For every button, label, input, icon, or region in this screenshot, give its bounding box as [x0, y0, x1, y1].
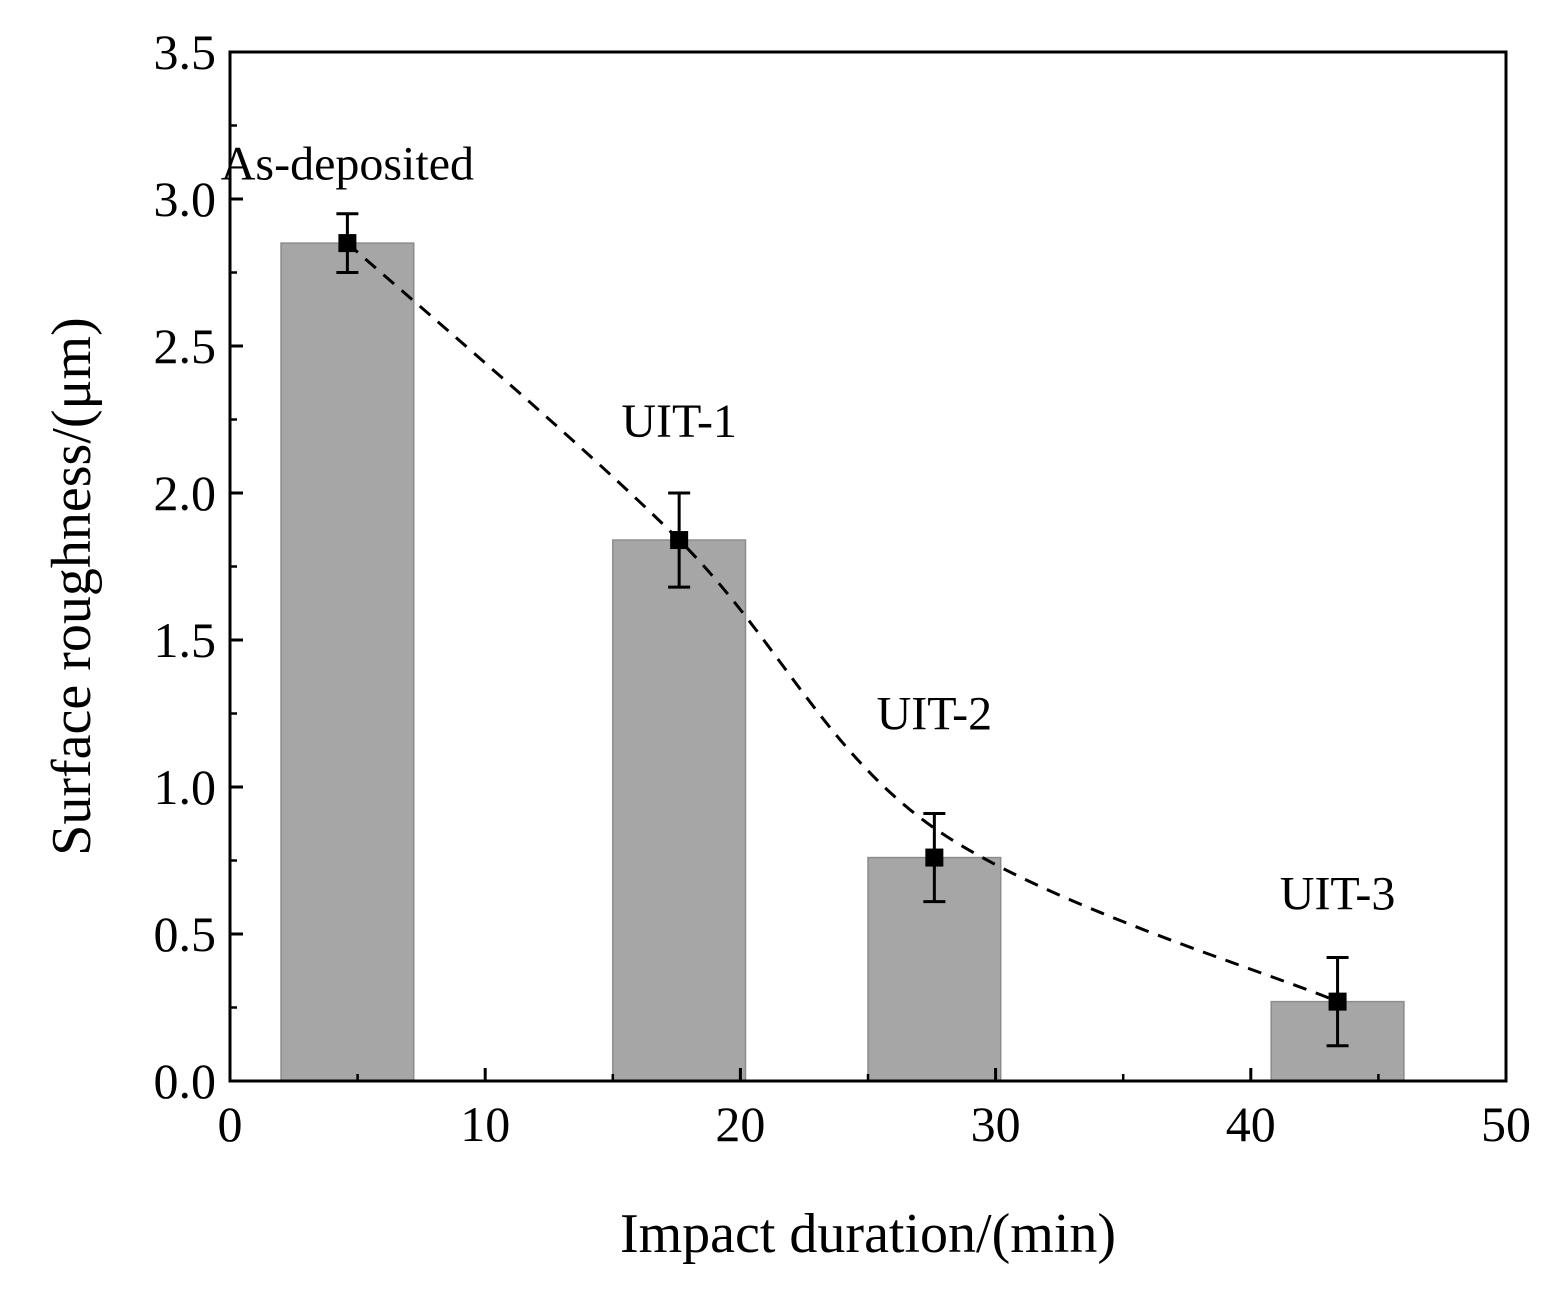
y-tick-label: 2.0	[154, 465, 217, 521]
data-point-4	[1328, 992, 1347, 1011]
annotations-layer: As-deposited UIT-1 UIT-2 UIT-3	[221, 138, 1396, 921]
bar-1	[280, 242, 415, 1082]
annotation-3: UIT-2	[877, 687, 993, 740]
x-tick-label: 50	[1481, 1096, 1531, 1152]
y-tick-label: 3.0	[154, 171, 217, 227]
data-point-1	[338, 234, 357, 253]
x-tick-label: 20	[715, 1096, 765, 1152]
x-tick-label: 10	[460, 1096, 510, 1152]
annotation-4: UIT-3	[1280, 868, 1396, 921]
markers-layer	[338, 234, 1347, 1011]
y-tick-label: 0.0	[154, 1053, 217, 1109]
y-tick-label: 2.5	[154, 318, 217, 374]
annotation-2: UIT-1	[621, 395, 737, 448]
x-tick-label: 40	[1226, 1096, 1276, 1152]
annotation-1: As-deposited	[221, 138, 474, 191]
bar-2	[612, 539, 747, 1082]
data-point-3	[925, 848, 944, 867]
x-tick-label: 0	[218, 1096, 243, 1152]
y-tick-label: 0.5	[154, 906, 217, 962]
y-tick-label: 1.0	[154, 759, 217, 815]
y-tick-label: 3.5	[154, 24, 217, 80]
y-tick-label: 1.5	[154, 612, 217, 668]
error-bars-layer	[336, 212, 1349, 1048]
x-axis-title: Impact duration/(min)	[620, 1203, 1116, 1265]
ticks-layer: 0 10 20 30 40 50 0.0 0.5 1.0 1.5 2.0 2.5 3.0 3.5	[154, 24, 1532, 1152]
trend-line	[346, 241, 1339, 1003]
x-tick-label: 30	[971, 1096, 1021, 1152]
data-point-2	[670, 531, 689, 550]
y-axis-title: Surface roughness/(μm)	[41, 317, 103, 856]
bars-layer	[280, 242, 1405, 1082]
trend-layer	[346, 241, 1339, 1003]
